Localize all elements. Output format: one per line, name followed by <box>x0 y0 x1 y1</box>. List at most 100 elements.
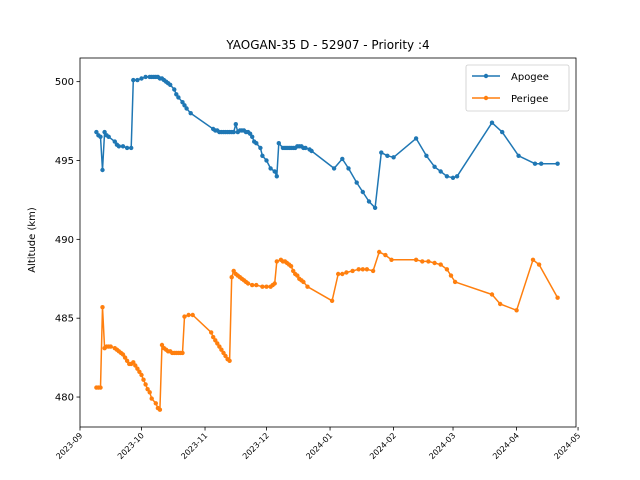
apogee-point-96 <box>500 129 505 135</box>
perigee-point-95 <box>389 257 394 262</box>
y-axis-label: Altitude (km) <box>27 207 38 273</box>
perigee-point-41 <box>182 314 187 319</box>
perigee-point-14 <box>124 358 130 363</box>
apogee-point-93 <box>450 175 456 180</box>
perigee-point-91 <box>364 267 370 272</box>
perigee-point-99 <box>432 260 437 266</box>
apogee-point-77 <box>309 148 314 154</box>
apogee-point-10 <box>120 144 126 149</box>
apogee-point-15 <box>139 76 144 81</box>
apogee-point-78 <box>331 166 337 171</box>
perigee-point-86 <box>340 271 345 277</box>
apogee-point-11 <box>124 145 130 151</box>
perigee-point-21 <box>139 372 144 378</box>
legend-marker-apogee <box>483 73 489 79</box>
perigee-point-64 <box>254 282 259 288</box>
apogee-point-57 <box>258 145 263 151</box>
perigee-point-76 <box>288 264 294 269</box>
apogee-point-63 <box>276 141 281 146</box>
apogee-point-58 <box>260 153 265 158</box>
perigee-point-65 <box>260 284 265 289</box>
apogee-point-75 <box>303 145 308 151</box>
perigee-point-104 <box>489 292 495 297</box>
perigee-point-2 <box>98 385 103 390</box>
perigee-point-100 <box>438 262 443 267</box>
apogee-point-29 <box>174 92 179 97</box>
apogee-point-92 <box>444 174 450 179</box>
y-tick-label-485: 485 <box>55 314 74 325</box>
legend-label-apogee: Apogee <box>511 72 549 83</box>
apogee-point-46 <box>233 122 238 127</box>
apogee-point-79 <box>340 156 345 162</box>
perigee-point-83 <box>305 284 310 289</box>
apogee-point-89 <box>424 153 429 158</box>
perigee-point-43 <box>190 312 195 318</box>
perigee-point-62 <box>245 281 251 286</box>
perigee-point-88 <box>350 268 355 274</box>
apogee-point-61 <box>272 169 277 174</box>
y-tick-label-480: 480 <box>55 393 74 404</box>
perigee-point-40 <box>180 350 185 356</box>
apogee-point-28 <box>172 87 177 92</box>
apogee-point-95 <box>489 120 495 125</box>
perigee-point-49 <box>219 347 224 352</box>
apogee-point-27 <box>168 82 173 88</box>
perigee-point-29 <box>157 407 163 412</box>
apogee-point-81 <box>354 180 359 185</box>
perigee-point-93 <box>377 249 382 255</box>
perigee-point-18 <box>133 363 138 368</box>
apogee-point-33 <box>184 106 189 111</box>
perigee-point-12 <box>120 352 126 357</box>
perigee-point-25 <box>147 390 152 395</box>
apogee-point-2 <box>98 134 103 139</box>
perigee-point-69 <box>272 281 277 286</box>
apogee-point-4 <box>102 129 107 135</box>
apogee-point-98 <box>532 161 538 166</box>
apogee-point-45 <box>231 129 236 135</box>
perigee-point-70 <box>274 259 279 264</box>
perigee-point-109 <box>555 295 560 300</box>
perigee-point-94 <box>383 252 388 258</box>
apogee-point-88 <box>413 136 419 141</box>
apogee-point-30 <box>176 95 181 100</box>
apogee-point-60 <box>268 166 273 171</box>
apogee-point-84 <box>372 205 378 210</box>
y-tick-label-500: 500 <box>55 77 74 88</box>
perigee-point-108 <box>536 262 542 267</box>
perigee-point-79 <box>295 273 300 278</box>
perigee-point-51 <box>223 353 228 359</box>
apogee-point-100 <box>555 161 560 166</box>
perigee-point-87 <box>344 270 349 275</box>
perigee-point-17 <box>131 360 136 365</box>
perigee-point-54 <box>229 275 234 280</box>
perigee-point-20 <box>137 369 142 374</box>
perigee-point-101 <box>444 267 450 272</box>
apogee-point-87 <box>391 155 396 160</box>
apogee-point-34 <box>188 111 193 116</box>
perigee-point-63 <box>250 282 255 288</box>
apogee-point-86 <box>385 153 390 158</box>
perigee-point-26 <box>149 396 154 401</box>
perigee-point-85 <box>336 271 341 277</box>
apogee-point-14 <box>135 77 140 83</box>
apogee-point-85 <box>379 150 384 155</box>
apogee-point-0 <box>94 129 99 135</box>
apogee-point-82 <box>360 189 365 195</box>
apogee-point-53 <box>247 131 253 136</box>
perigee-point-84 <box>329 298 335 303</box>
apogee-point-54 <box>250 134 255 139</box>
perigee-point-102 <box>448 273 454 278</box>
perigee-point-53 <box>227 358 232 363</box>
perigee-point-107 <box>530 257 536 262</box>
apogee-point-97 <box>516 153 521 158</box>
perigee-point-97 <box>420 259 425 264</box>
apogee-point-91 <box>438 169 443 174</box>
apogee-point-99 <box>539 161 544 166</box>
perigee-point-7 <box>108 344 113 349</box>
apogee-point-12 <box>129 145 134 151</box>
y-tick-label-490: 490 <box>55 235 74 246</box>
perigee-point-105 <box>498 301 503 307</box>
perigee-point-55 <box>231 268 236 274</box>
perigee-point-22 <box>141 377 146 382</box>
